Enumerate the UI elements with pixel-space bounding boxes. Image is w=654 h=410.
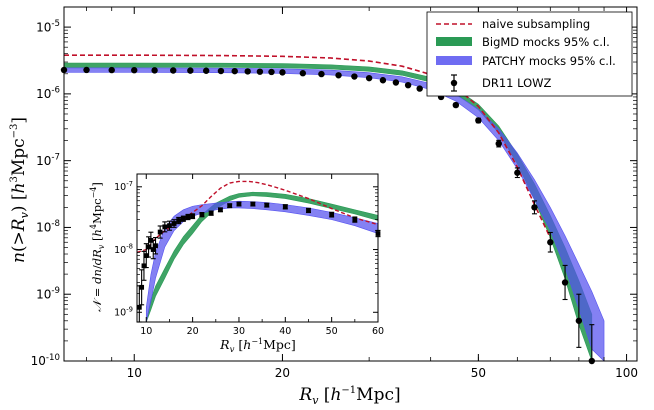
inset-points-dr11-point-16 [199,211,205,218]
main-lines [64,54,552,239]
main-ticks: 10 20 50 100 10-10 10-9 10-8 10-7 10-6 10-5 [31,7,638,380]
inset-ticks: 10 20 30 40 50 60 10-9 10-8 10-7 [114,174,384,337]
legend-swatch-patchy [436,56,472,65]
main-ticks-x-tick-label-10: 10 [127,366,142,380]
main-points-dr11-point-15 [318,70,325,78]
inset-points-dr11-point-7 [153,237,159,255]
main-points-dr11-point-25 [452,101,460,109]
inset-points-dr11-point-20 [236,201,242,207]
inset-ticks-x-tick-label-10: 10 [140,326,152,337]
legend-swatch-bigmd [436,37,472,46]
inset-ticks-x-tick-label-30: 30 [233,326,245,337]
legend-box [426,11,633,97]
inset-points-dr11-point-15 [190,213,196,220]
main-ticks-y-tick-label--10: 10-10 [31,353,60,368]
inset-points-dr11-point-8 [157,225,163,239]
legend-label-naive: naive subsampling [482,17,590,31]
main-points-dr11-point-12 [268,68,275,76]
main-points-dr11-point-7 [202,67,210,74]
main-points-dr11-point-22 [416,85,423,92]
inset-points-dr11-point-14 [185,213,191,221]
main-y-axis-label: n(>Rv) [h3Mpc−3] [9,117,31,263]
main-points-dr11-point-19 [379,77,387,84]
legend: naive subsampling BigMD mocks 95% c.l. P… [426,11,633,97]
legend-label-dr11: DR11 LOWZ [482,76,552,90]
main-points-dr11-point-11 [256,68,264,75]
main-ticks-y-tick-label--5: 10-5 [36,19,60,34]
main-points-dr11-point-30 [547,231,554,253]
main-plot-frame [63,6,638,362]
main-lines-naive-subsampling-line [64,54,552,239]
main-ticks-x-tick-label-20: 20 [275,366,290,380]
inset-ticks-y-tick-label--9: 10-9 [114,305,133,318]
main-points-dr11-point-16 [335,72,342,79]
main-x-axis-label: Rv [h−1Mpc] [298,385,400,407]
inset-points-dr11-point-21 [250,201,256,207]
main-points-dr11-point-4 [151,67,158,74]
main-points-dr11-point-17 [351,73,358,80]
inset-lines-naive-subsampling-line [136,180,379,254]
inset-points-dr11-point-22 [264,202,270,208]
inset-plot: 10 20 30 40 50 60 10-9 10-8 10-7 Rv [h−1Mpc] 𝒩 =… [89,173,384,355]
legend-label-patchy: PATCHY mocks 95% c.l. [482,54,616,68]
inset-ticks-y-tick-label--8: 10-8 [114,243,133,256]
inset-ticks-x-tick-label-60: 60 [372,326,384,337]
inset-points-dr11-point-24 [305,207,311,214]
inset-points-dr11-point-12 [176,216,182,225]
inset-ticks-x-tick-label-50: 50 [326,326,338,337]
inset-x-axis-label: Rv [h−1Mpc] [219,337,296,355]
main-points-dr11-point-13 [279,69,286,76]
inset-ticks-x-tick-label-40: 40 [279,326,291,337]
inset-points-dr11-point-11 [171,219,177,228]
main-points-dr11-point-29 [531,200,538,215]
inset-ticks-y-tick-label--7: 10-7 [114,180,133,193]
main-points [60,66,596,365]
main-points-dr11-point-6 [187,67,194,74]
main-ticks-x-tick-label-100: 100 [615,366,638,380]
main-ticks-y-tick-label--7: 10-7 [36,152,60,167]
main-points-dr11-point-20 [392,79,400,86]
main-ticks-y-tick-label--8: 10-8 [36,219,60,234]
main-points-dr11-point-1 [83,66,90,74]
main-points-dr11-point-5 [170,67,177,74]
legend-label-bigmd: BigMD mocks 95% c.l. [482,35,610,49]
main-points-dr11-point-2 [108,66,115,74]
main-points-dr11-point-21 [404,81,412,89]
main-points-dr11-point-31 [561,264,569,301]
main-points-dr11-point-9 [231,67,238,75]
legend-swatch-dr11-point [450,79,458,87]
inset-y-axis-label: 𝒩 = dn/dRv [h4Mpc−4] [89,182,106,312]
inset-points-dr11-point-17 [208,210,214,216]
inset-plot-frame [136,173,379,323]
main-ticks-x-tick-label-50: 50 [471,366,486,380]
inset-points-dr11-point-18 [217,207,223,213]
inset-lines [136,180,379,254]
main-points-dr11-point-18 [365,74,373,82]
inset-points-dr11-point-13 [180,215,186,222]
main-points-dr11-point-3 [131,67,138,74]
inset-points-dr11-point-23 [282,204,288,210]
main-points-dr11-point-26 [475,117,482,124]
inset-points-dr11-point-10 [166,220,172,231]
inset-points [136,201,381,323]
main-ticks-y-tick-label--6: 10-6 [36,86,60,101]
main-points-dr11-point-10 [244,68,251,75]
main-points-dr11-point-8 [217,67,225,75]
inset-points-dr11-point-9 [162,221,168,233]
inset-points-dr11-point-26 [352,216,358,223]
main-points-dr11-point-14 [299,70,307,77]
inset-ticks-x-tick-label-20: 20 [187,326,199,337]
main-points-dr11-point-28 [514,167,521,179]
main-points-dr11-point-32 [575,293,583,348]
inset-points-dr11-point-1 [139,269,145,306]
inset-points-dr11-point-25 [329,211,335,218]
main-points-dr11-point-27 [495,139,502,148]
main-ticks-y-tick-label--9: 10-9 [36,286,60,301]
inset-points-dr11-point-19 [227,203,233,209]
